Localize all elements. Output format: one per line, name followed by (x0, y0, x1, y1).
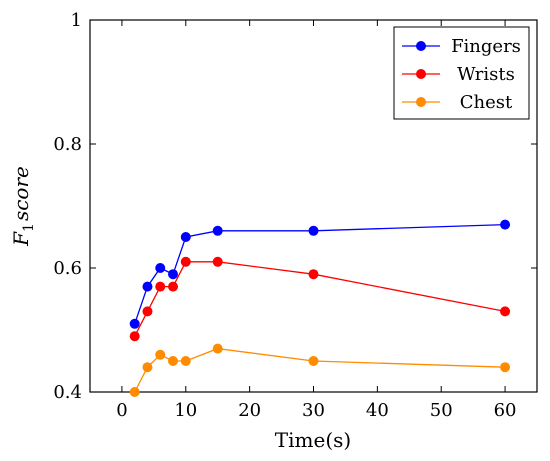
data-point-fingers (500, 219, 511, 230)
data-point-wrists (155, 281, 166, 292)
legend-marker-chest (416, 97, 426, 107)
data-point-chest (168, 356, 179, 366)
series-line-fingers (134, 223, 506, 325)
data-point-chest (129, 387, 140, 397)
legend-marker-wrists (416, 69, 426, 79)
y-axis-label: F1 score (9, 166, 37, 247)
data-point-chest (155, 349, 166, 360)
data-point-chest (308, 356, 319, 366)
x-tick-label: 0 (116, 400, 127, 421)
y-tick-label: 0.4 (53, 382, 82, 403)
data-point-fingers (180, 232, 191, 242)
data-point-wrists (168, 281, 179, 292)
y-axis-label-subscript: 1 (21, 223, 37, 232)
legend-label-wrists: Wrists (457, 64, 515, 85)
legend-marker-fingers (416, 41, 426, 51)
data-point-fingers (168, 269, 179, 280)
data-point-chest (500, 362, 511, 373)
x-tick-label: 10 (174, 400, 197, 421)
x-tick-label: 50 (430, 400, 453, 421)
y-tick-label: 0.8 (53, 134, 82, 155)
legend-label-fingers: Fingers (451, 36, 521, 57)
x-axis-label: Time(s) (275, 428, 351, 452)
x-tick-label: 30 (302, 400, 325, 421)
data-point-fingers (308, 225, 319, 236)
x-tick-label: 60 (494, 400, 517, 421)
series-layer (129, 219, 511, 397)
data-point-wrists (129, 331, 140, 342)
data-point-wrists (500, 306, 511, 317)
y-axis: 0.4 0.6 0.8 1 (53, 10, 537, 403)
legend-label-chest: Chest (460, 92, 513, 113)
series-line-wrists (134, 261, 506, 337)
data-point-wrists (180, 256, 191, 267)
data-point-wrists (308, 269, 319, 280)
data-point-fingers (212, 225, 223, 236)
x-tick-label: 40 (366, 400, 389, 421)
data-point-wrists (212, 256, 223, 267)
data-point-fingers (129, 318, 140, 329)
data-point-fingers (155, 263, 166, 273)
y-axis-label-rest: score (9, 166, 33, 221)
y-axis-label-main: F (9, 231, 33, 247)
data-point-fingers (142, 281, 153, 292)
data-point-wrists (142, 306, 153, 317)
x-tick-label: 20 (238, 400, 261, 421)
data-point-chest (180, 356, 191, 366)
x-axis: 0 10 20 30 40 50 60 (116, 20, 517, 421)
y-tick-label: 0.6 (53, 258, 82, 279)
data-point-chest (212, 343, 223, 354)
data-point-chest (142, 362, 153, 373)
y-tick-label: 1 (71, 10, 82, 31)
series-line-chest (134, 347, 506, 393)
legend: Fingers Wrists Chest (393, 26, 530, 120)
